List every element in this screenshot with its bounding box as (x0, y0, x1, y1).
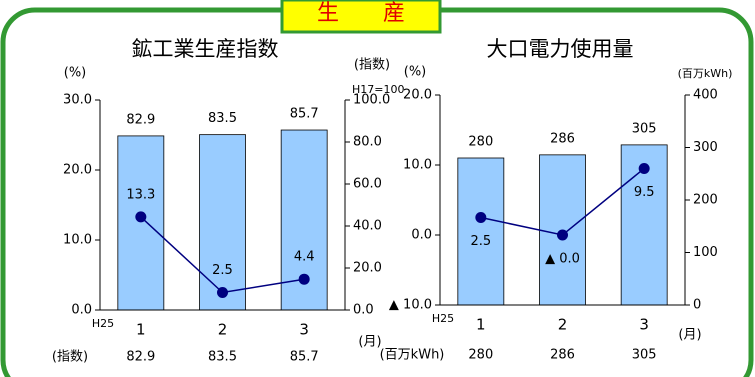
header-title: 生 産 (317, 1, 405, 26)
y2-tick-label: 60.0 (353, 177, 382, 192)
point-label: ▲ 0.0 (545, 252, 580, 267)
bar-label: 83.5 (208, 111, 237, 126)
y2-tick-label: 200 (693, 193, 718, 208)
x-prefix: H25 (92, 317, 114, 330)
table-value: 305 (632, 348, 657, 363)
x-tick-label: 1 (476, 316, 486, 334)
bar-label: 286 (550, 131, 575, 146)
y2-tick-label: 100.0 (353, 93, 390, 108)
point-label: 2.5 (470, 234, 491, 249)
bar-label: 82.9 (126, 112, 155, 127)
y-tick-label: 30.0 (63, 93, 92, 108)
point (557, 229, 568, 241)
y2-axis-label: (百万kWh) (678, 67, 733, 80)
table-value: 85.7 (290, 350, 319, 365)
x-tick-label: 3 (299, 321, 309, 339)
x-tick-label: 2 (218, 321, 228, 339)
y-tick-label: 10.0 (403, 158, 432, 173)
x-unit: (月) (358, 335, 381, 350)
y-tick-label: ▲ 10.0 (389, 298, 432, 313)
bar (457, 157, 505, 306)
point-label: 2.5 (212, 263, 233, 278)
note: H17=100 (352, 83, 404, 96)
table-value: 280 (468, 348, 493, 363)
y2-tick-label: 0.0 (353, 303, 374, 318)
x-tick-label: 1 (136, 321, 146, 339)
y2-tick-label: 20.0 (353, 261, 382, 276)
point-label: 13.3 (126, 187, 155, 202)
header-box (280, 0, 442, 34)
y-axis-label: (%) (64, 66, 87, 81)
y-tick-label: 10.0 (63, 233, 92, 248)
y2-axis-label: (指数) (354, 58, 390, 73)
chart-title: 大口電力使用量 (487, 37, 634, 61)
bar-label: 280 (468, 135, 493, 150)
chart-title: 鉱工業生産指数 (132, 37, 279, 61)
y-tick-label: 0.0 (411, 228, 432, 243)
bar-label: 305 (632, 121, 657, 136)
x-tick-label: 2 (558, 316, 568, 334)
table-value: 83.5 (208, 350, 237, 365)
y-tick-label: 20.0 (63, 163, 92, 178)
table-value: 82.9 (126, 350, 155, 365)
y2-tick-label: 300 (693, 140, 718, 155)
point (135, 211, 147, 223)
bar-label: 85.7 (290, 107, 319, 122)
y2-tick-label: 0 (693, 298, 701, 313)
y2-tick-label: 40.0 (353, 219, 382, 234)
y-axis-label: (%) (404, 65, 427, 80)
table-label: (百万kWh) (380, 348, 445, 363)
point (217, 287, 228, 298)
point-label: 4.4 (294, 250, 315, 265)
point (638, 163, 650, 174)
y-tick-label: 20.0 (403, 88, 432, 103)
point (475, 212, 487, 223)
x-prefix: H25 (432, 312, 454, 325)
y2-tick-label: 80.0 (353, 135, 382, 150)
y2-tick-label: 400 (693, 88, 718, 103)
bar (117, 135, 165, 311)
table-label: (指数) (52, 350, 88, 365)
table-value: 286 (550, 348, 575, 363)
bar (199, 134, 246, 311)
point-label: 9.5 (634, 185, 655, 200)
point (298, 273, 310, 285)
x-tick-label: 3 (639, 316, 649, 334)
y2-tick-label: 100 (693, 245, 718, 260)
y-tick-label: 0.0 (71, 303, 92, 318)
x-unit: (月) (678, 328, 701, 343)
